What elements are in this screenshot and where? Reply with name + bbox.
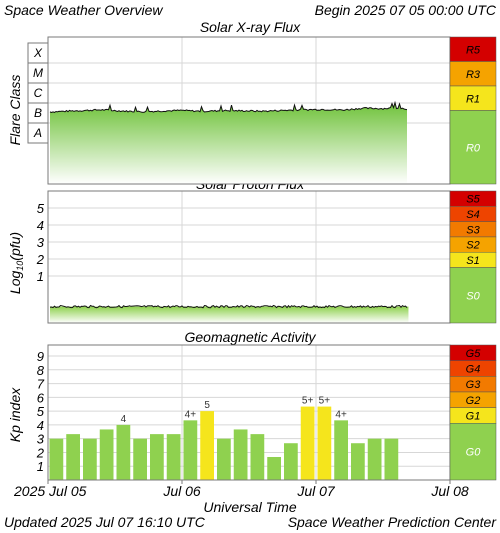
kp-bar bbox=[83, 438, 97, 480]
begin-time: Begin 2025 07 05 00:00 UTC bbox=[315, 2, 497, 18]
kp-value-label: 4+ bbox=[185, 409, 197, 420]
flare-class-b: B bbox=[34, 106, 42, 120]
proton-tick-label: 1 bbox=[37, 269, 44, 284]
kp-bar bbox=[200, 411, 214, 480]
proton-tick-label: 3 bbox=[37, 235, 45, 250]
kp-tick-label: 4 bbox=[37, 418, 44, 433]
g-scale-label-g0: G0 bbox=[466, 447, 482, 459]
kp-bar bbox=[217, 438, 231, 480]
kp-value-label: 4+ bbox=[335, 409, 347, 420]
s-scale-label-s1: S1 bbox=[466, 255, 479, 267]
updated-time: Updated 2025 Jul 07 16:10 UTC bbox=[4, 514, 206, 530]
kp-bar bbox=[317, 406, 332, 480]
proton-flux-area bbox=[50, 306, 409, 323]
kp-bars bbox=[49, 406, 399, 480]
time-tick-label: Jul 08 bbox=[430, 483, 469, 499]
proton-tick-label: 4 bbox=[37, 218, 44, 233]
kp-value-label: 5+ bbox=[319, 396, 331, 407]
kp-bar bbox=[166, 434, 181, 480]
flare-class-m: M bbox=[33, 66, 43, 80]
xray-title: Solar X-ray Flux bbox=[200, 19, 301, 35]
proton-tick-label: 5 bbox=[37, 201, 45, 216]
prediction-center: Space Weather Prediction Center bbox=[288, 514, 498, 530]
kp-bar bbox=[384, 438, 399, 480]
solar-radiation-scale: S5 S4 S3 S2 S1 S0 bbox=[449, 190, 497, 324]
g-scale-label-g1: G1 bbox=[466, 410, 481, 422]
time-axis-ticks: 2025 Jul 05 Jul 06 Jul 07 Jul 08 bbox=[13, 480, 469, 499]
proton-y-ticks: 1 2 3 4 5 bbox=[36, 201, 45, 284]
time-tick-label: Jul 07 bbox=[296, 483, 336, 499]
kp-tick-label: 8 bbox=[37, 363, 45, 378]
kp-value-label: 5+ bbox=[302, 396, 314, 407]
time-tick-label: 2025 Jul 05 bbox=[13, 483, 87, 499]
g-scale-label-g5: G5 bbox=[466, 348, 482, 360]
flare-class-c: C bbox=[34, 86, 43, 100]
kp-bar bbox=[116, 424, 131, 480]
kp-bar bbox=[267, 456, 281, 480]
kp-bar bbox=[367, 438, 382, 480]
kp-tick-label: 2 bbox=[36, 445, 45, 460]
kp-tick-label: 7 bbox=[37, 377, 45, 392]
proton-panel: 1 2 3 4 5 S5 S4 S3 S2 S1 S0 bbox=[36, 190, 497, 324]
s-scale-label-s3: S3 bbox=[466, 224, 480, 236]
time-tick-label: Jul 06 bbox=[162, 483, 201, 499]
geomag-title: Geomagnetic Activity bbox=[185, 329, 317, 345]
s-scale-label-s0: S0 bbox=[466, 290, 480, 302]
g-scale-label-g4: G4 bbox=[466, 363, 481, 375]
g-scale-label-g2: G2 bbox=[466, 395, 481, 407]
s-scale-label-s2: S2 bbox=[466, 240, 479, 252]
x-axis-label: Universal Time bbox=[203, 499, 296, 515]
kp-bar bbox=[334, 420, 348, 480]
kp-bar bbox=[99, 429, 114, 480]
kp-value-label: 4 bbox=[121, 414, 127, 425]
r-scale-label-r0: R0 bbox=[466, 142, 481, 154]
flare-class-a: A bbox=[33, 126, 42, 140]
s-scale-label-s5: S5 bbox=[466, 194, 480, 206]
g-scale-label-g3: G3 bbox=[466, 379, 482, 391]
kp-bar bbox=[133, 438, 147, 480]
r-scale-label-r3: R3 bbox=[466, 69, 481, 81]
geomag-ylabel: Kp index bbox=[7, 387, 23, 442]
kp-bar bbox=[150, 434, 164, 480]
kp-tick-label: 3 bbox=[37, 432, 45, 447]
flare-class-x: X bbox=[33, 46, 43, 60]
kp-bar bbox=[351, 443, 365, 480]
overview-title: Space Weather Overview bbox=[4, 2, 163, 18]
kp-bar bbox=[49, 438, 64, 480]
kp-bar bbox=[233, 429, 248, 480]
proton-flux-line bbox=[49, 304, 408, 309]
xray-flux-area bbox=[50, 102, 407, 184]
r-scale-r5 bbox=[449, 36, 497, 62]
kp-tick-label: 6 bbox=[37, 390, 45, 405]
kp-bar bbox=[300, 406, 315, 480]
kp-tick-label: 1 bbox=[37, 459, 44, 474]
kp-tick-label: 9 bbox=[37, 349, 44, 364]
geomagnetic-storm-scale: G5 G4 G3 G2 G1 G0 bbox=[449, 344, 497, 481]
xray-ylabel: Flare Class bbox=[7, 75, 23, 146]
r-scale-label-r1: R1 bbox=[466, 93, 480, 105]
kp-value-label: 5 bbox=[204, 400, 210, 411]
kp-tick-label: 5 bbox=[37, 404, 45, 419]
s-scale-s0 bbox=[449, 267, 497, 324]
kp-value-labels: 4 4+ 5 5+ 5+ 4+ bbox=[121, 396, 347, 425]
proton-tick-label: 2 bbox=[36, 252, 45, 267]
s-scale-label-s4: S4 bbox=[466, 209, 479, 221]
kp-bar bbox=[66, 434, 80, 480]
g-scale-g0 bbox=[449, 423, 497, 481]
kp-bar bbox=[284, 443, 298, 480]
r-scale-r0 bbox=[449, 110, 497, 185]
r-scale-label-r5: R5 bbox=[466, 44, 481, 56]
xray-flux-line bbox=[49, 100, 408, 114]
radio-blackout-scale: R5 R3 R1 R0 bbox=[449, 36, 497, 185]
kp-bar bbox=[250, 434, 265, 480]
proton-ylabel: Log10(pfu) bbox=[7, 232, 25, 294]
kp-bar bbox=[183, 420, 198, 480]
